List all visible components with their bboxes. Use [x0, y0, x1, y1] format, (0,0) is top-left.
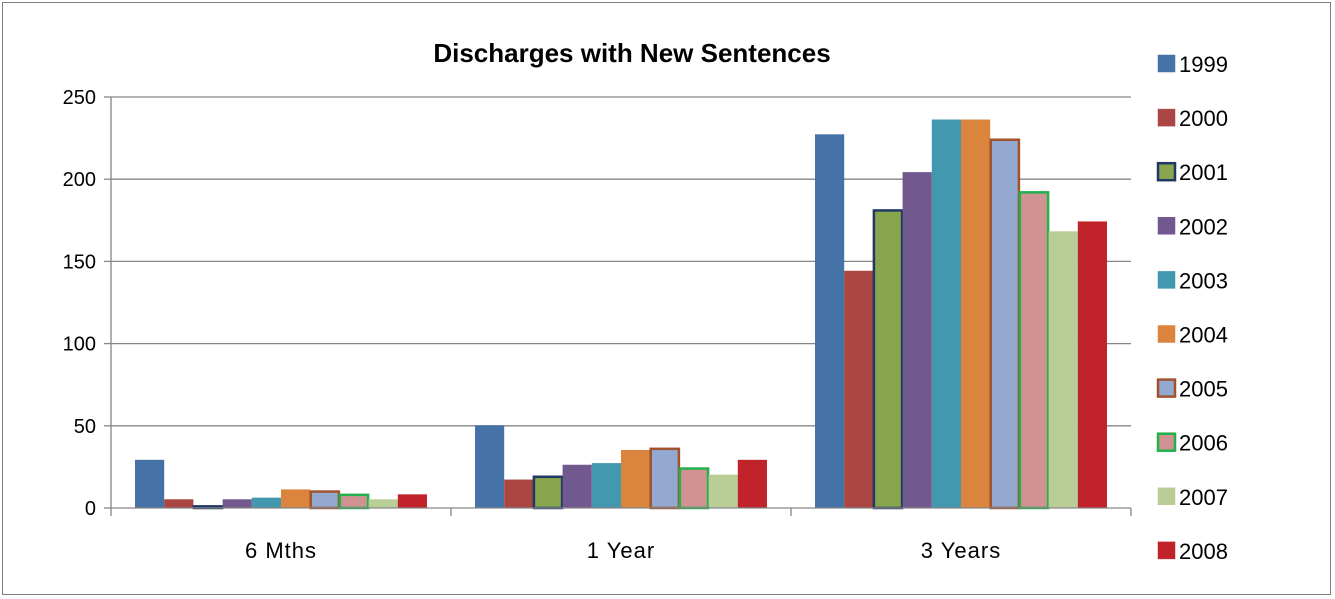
legend-label: 2007	[1179, 485, 1228, 510]
legend-item-2000: 2000	[1157, 106, 1228, 131]
legend-swatch	[1156, 432, 1177, 452]
bar-2000-1	[504, 479, 534, 509]
y-tick-label: 50	[74, 416, 96, 438]
bar-2000-2	[844, 270, 874, 509]
bar-2008-2	[1077, 221, 1108, 509]
x-category-label: 6 Mths	[245, 538, 317, 563]
legend-swatch	[1157, 54, 1176, 73]
bar-2002-2	[902, 172, 932, 509]
legend-label: 2004	[1179, 323, 1228, 348]
bar-2006-1	[678, 467, 710, 510]
axes	[110, 97, 1132, 516]
bar-2001-1	[532, 475, 564, 510]
legend-label: 2003	[1179, 268, 1228, 293]
legend-label: 2001	[1179, 160, 1228, 185]
legend-item-2005: 2005	[1156, 377, 1228, 402]
legend-swatch	[1156, 378, 1177, 398]
y-tick-label: 100	[63, 334, 96, 356]
bars	[135, 119, 1108, 510]
legend-item-2008: 2008	[1157, 539, 1228, 564]
legend-item-2003: 2003	[1157, 268, 1228, 293]
x-category-label: 3 Years	[921, 538, 1001, 563]
bar-2004-1	[621, 449, 651, 509]
legend: 1999 2000 2001 2002 2003 2004 2005 2006 2007 2008	[1156, 52, 1228, 564]
legend-label: 1999	[1179, 52, 1228, 77]
x-axis-categories: 6 Mths 1 Year 3 Years	[245, 538, 1001, 563]
bar-2004-2	[961, 119, 991, 509]
legend-swatch	[1157, 487, 1176, 506]
bar-2006-0	[338, 493, 370, 510]
legend-item-2004: 2004	[1157, 323, 1228, 348]
bar-2002-1	[562, 464, 592, 509]
y-tick-label: 250	[63, 87, 96, 109]
legend-item-2007: 2007	[1157, 485, 1228, 510]
bar-2007-0	[368, 499, 398, 509]
bar-1999-2	[815, 134, 845, 509]
legend-item-2006: 2006	[1156, 431, 1228, 456]
bar-2007-1	[708, 474, 738, 509]
bar-2008-0	[397, 494, 427, 509]
legend-item-2002: 2002	[1157, 214, 1228, 239]
chart-title: Discharges with New Sentences	[433, 38, 830, 68]
bar-2004-0	[281, 489, 311, 509]
bar-1999-1	[475, 425, 505, 509]
legend-label: 2006	[1179, 431, 1228, 456]
bar-2005-0	[309, 490, 341, 510]
bar-2006-2	[1018, 191, 1050, 510]
bar-2007-2	[1048, 231, 1078, 509]
legend-swatch	[1157, 541, 1176, 560]
legend-swatch	[1156, 161, 1177, 182]
bar-2005-1	[649, 447, 681, 510]
legend-swatch	[1157, 217, 1176, 235]
bar-1999-0	[135, 459, 165, 509]
y-tick-label: 150	[63, 251, 96, 273]
bar-2008-1	[737, 459, 767, 509]
y-tick-label: 200	[63, 169, 96, 191]
bar-2003-2	[931, 119, 961, 509]
bar-2002-0	[222, 499, 252, 509]
y-tick-label: 0	[85, 498, 96, 520]
legend-item-2001: 2001	[1156, 160, 1228, 185]
legend-label: 2000	[1179, 106, 1228, 131]
legend-label: 2002	[1179, 214, 1228, 239]
bar-2005-2	[989, 138, 1021, 510]
legend-item-1999: 1999	[1157, 52, 1228, 77]
bar-2000-0	[164, 499, 194, 509]
legend-label: 2008	[1179, 539, 1228, 564]
legend-swatch	[1157, 325, 1176, 343]
bar-2003-1	[591, 463, 621, 509]
y-axis-ticks: 0 50 100 150 200 250	[63, 87, 111, 520]
x-category-label: 1 Year	[587, 538, 655, 563]
legend-label: 2005	[1179, 377, 1228, 402]
legend-swatch	[1157, 108, 1176, 127]
bar-2001-2	[872, 209, 904, 510]
legend-swatch	[1157, 271, 1176, 289]
bar-2003-0	[251, 497, 282, 509]
